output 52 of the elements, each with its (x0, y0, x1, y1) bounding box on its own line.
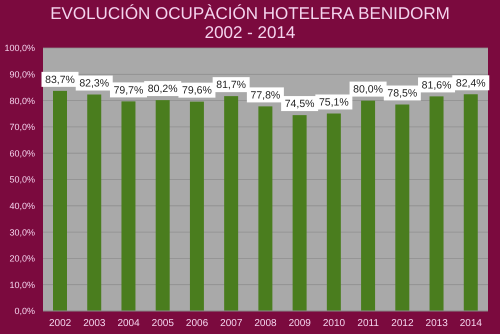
x-tick-label: 2014 (460, 318, 482, 330)
x-tick-label: 2003 (83, 318, 106, 330)
bar (464, 94, 478, 311)
bar (258, 106, 272, 311)
x-tick-label: 2012 (391, 318, 414, 330)
bar (292, 115, 307, 311)
bar (395, 104, 410, 311)
data-label: 81,6% (422, 79, 452, 92)
y-tick-label: 60,0% (9, 148, 35, 158)
y-tick-label: 90,0% (9, 69, 35, 80)
data-label: 79,7% (114, 84, 144, 96)
bar (156, 100, 170, 311)
x-tick-label: 2008 (254, 318, 278, 330)
data-label: 74,5% (284, 98, 315, 110)
x-tick-label: 2010 (322, 318, 346, 330)
chart-title: EVOLUCIÓN OCUPÀCIÓN HOTELERA BENIDORM (49, 4, 451, 23)
data-label: 80,0% (353, 84, 383, 96)
x-tick-label: 2004 (117, 318, 140, 330)
y-tick-label: 30,0% (9, 227, 35, 238)
data-label: 80,2% (148, 83, 178, 96)
y-tick-label: 40,0% (9, 200, 35, 211)
y-tick-label: 10,0% (9, 280, 35, 290)
y-tick-label: 0,0% (14, 306, 35, 316)
y-tick-label: 100,0% (4, 43, 35, 54)
bar (87, 94, 102, 311)
data-label: 79,6% (182, 84, 212, 97)
x-tick-label: 2009 (288, 318, 312, 330)
bar (430, 96, 444, 311)
x-tick-label: 2013 (426, 318, 448, 330)
data-label: 82,4% (456, 77, 486, 90)
y-tick-label: 20,0% (9, 254, 35, 264)
y-tick-label: 80,0% (9, 96, 35, 106)
bar (53, 90, 67, 311)
bar (326, 113, 341, 311)
x-tick-label: 2005 (152, 318, 174, 330)
x-tick-label: 2006 (186, 318, 209, 330)
data-label: 75,1% (318, 96, 349, 108)
data-label: 83,7% (45, 74, 75, 86)
x-tick-label: 2011 (357, 318, 380, 330)
y-tick-label: 70,0% (9, 122, 35, 132)
bar (190, 102, 204, 311)
x-tick-label: 2007 (220, 318, 243, 330)
bar (224, 96, 238, 311)
chart-subtitle: 2002 - 2014 (204, 23, 296, 42)
data-label: 81,7% (216, 79, 246, 92)
data-label: 82,3% (79, 78, 110, 90)
bar (121, 101, 136, 311)
data-label: 77,8% (250, 89, 280, 102)
data-label: 78,5% (387, 88, 418, 100)
y-tick-label: 50,0% (9, 174, 35, 185)
x-tick-label: 2002 (48, 318, 72, 330)
bar (361, 100, 376, 311)
